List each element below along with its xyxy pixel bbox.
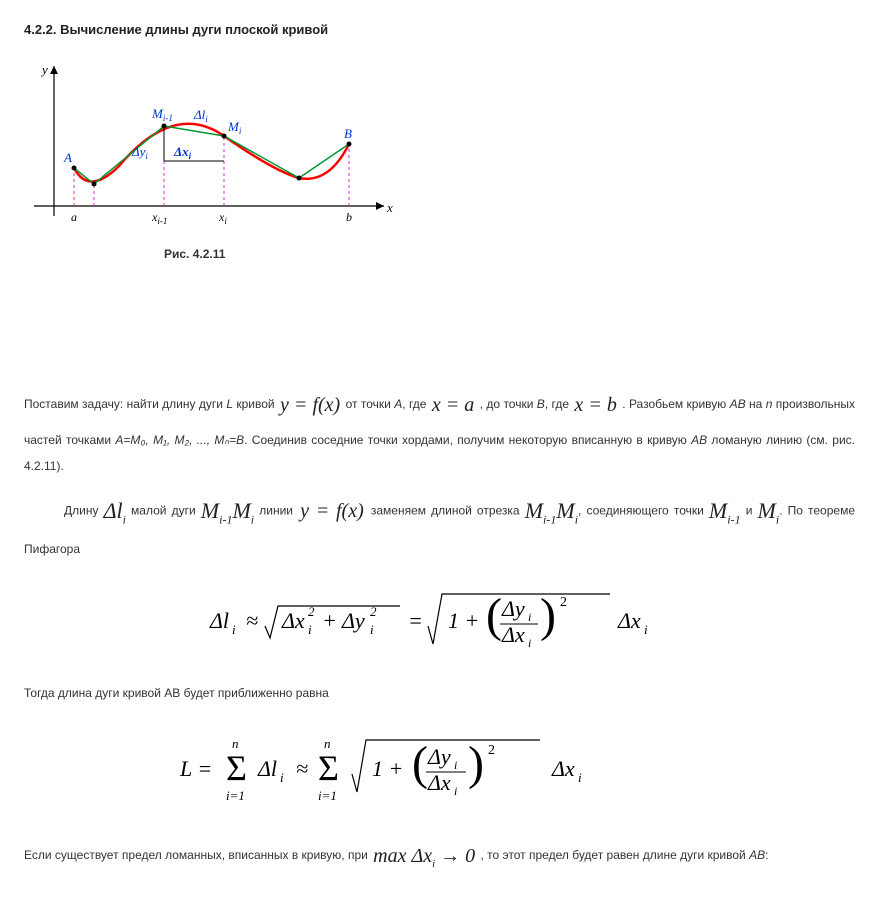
svg-text:i: i [280, 770, 284, 785]
svg-text:Mi: Mi [227, 119, 242, 136]
arc-length-diagram: x y A B Mi-1 Mi Δli Δyi Δxi a xi-1 xi b [24, 56, 394, 236]
paragraph-3: Тогда длина дуги кривой AB будет приближ… [24, 680, 855, 706]
p2-text2: малой дуги [131, 504, 201, 518]
formula-Mi1: Mi-1 [709, 498, 741, 523]
formula-max: max Δxi → 0 [371, 845, 477, 867]
formula-yfx2: y = f(x) [298, 500, 366, 522]
sym-AB: AB [730, 397, 746, 411]
svg-text:Δx: Δx [501, 622, 525, 647]
svg-text:Δx: Δx [281, 608, 305, 633]
p2-text5: , соединяющего точки [578, 504, 709, 518]
points-list: A=M₀, M₁, M₂, ..., Mₙ=B [115, 433, 244, 447]
svg-text:(: ( [486, 589, 502, 642]
svg-text:): ) [468, 737, 484, 790]
svg-text:2: 2 [560, 595, 567, 610]
svg-text:Mi-1: Mi-1 [151, 106, 173, 123]
svg-text:≈: ≈ [246, 608, 258, 633]
svg-text:Δl: Δl [257, 756, 277, 781]
svg-text:Δy: Δy [501, 596, 525, 621]
svg-text:): ) [540, 589, 556, 642]
figure-caption: Рис. 4.2.11 [164, 245, 855, 263]
sym-AB3: AB [749, 849, 765, 863]
p1-text8: на [746, 397, 766, 411]
svg-text:i: i [232, 622, 236, 637]
svg-text:2: 2 [308, 604, 315, 619]
svg-text:i: i [528, 636, 531, 650]
p1-text4: , где [402, 397, 430, 411]
equation-1: Δli ≈ Δxi2 + Δyi2 = 1 + ( Δyi Δxi ) 2 Δx… [24, 586, 855, 656]
p1-text5: , до точки [480, 397, 537, 411]
p2-text4: заменяем длиной отрезка [371, 504, 525, 518]
sym-AB2: AB [691, 433, 707, 447]
svg-text:i: i [644, 622, 648, 637]
svg-text:=: = [408, 608, 423, 633]
svg-text:Δl: Δl [209, 608, 229, 633]
svg-text:Σ: Σ [318, 748, 339, 788]
svg-text:Δxi: Δxi [173, 144, 192, 161]
svg-text:n: n [324, 736, 331, 751]
svg-text:n: n [232, 736, 239, 751]
p1-text10: . Соединив соседние точки хордами, получ… [244, 433, 691, 447]
svg-text:a: a [71, 210, 77, 224]
sym-L: L [226, 397, 233, 411]
svg-text:≈: ≈ [296, 756, 308, 781]
p1-text: Поставим задачу: найти длину дуги [24, 397, 226, 411]
formula-Mi: Mi [758, 498, 780, 523]
figure-4-2-11: x y A B Mi-1 Mi Δli Δyi Δxi a xi-1 xi b [24, 56, 855, 263]
svg-text:Δx: Δx [427, 770, 451, 795]
p1-text3: от точки [346, 397, 395, 411]
equation-2: L = Σ n i=1 Δli ≈ Σ n i=1 1 + ( Δyi Δxi … [24, 730, 855, 810]
svg-text:Σ: Σ [226, 748, 247, 788]
svg-text:(: ( [412, 737, 428, 790]
section-title: 4.2.2. Вычисление длины дуги плоской кри… [24, 20, 855, 40]
svg-text:Δli: Δli [193, 107, 208, 124]
svg-text:i: i [454, 784, 457, 798]
paragraph-1: Поставим задачу: найти длину дуги L крив… [24, 383, 855, 480]
svg-text:i: i [308, 622, 312, 637]
svg-text:i: i [528, 610, 531, 624]
svg-text:L =: L = [179, 756, 212, 781]
svg-text:y: y [40, 62, 48, 77]
paragraph-2: Длину Δli малой дуги Mi-1Mi линии y = f(… [24, 487, 855, 562]
p1-text2: кривой [233, 397, 278, 411]
svg-text:A: A [63, 150, 72, 165]
svg-text:+ Δy: + Δy [322, 608, 365, 633]
svg-text:x: x [386, 200, 393, 215]
svg-text:i=1: i=1 [226, 788, 245, 803]
svg-text:2: 2 [488, 743, 495, 758]
p2-text3: линии [259, 504, 298, 518]
svg-text:xi-1: xi-1 [151, 210, 167, 226]
sym-B: B [537, 397, 545, 411]
svg-text:Δx: Δx [551, 756, 575, 781]
svg-text:B: B [344, 126, 352, 141]
svg-text:xi: xi [218, 210, 227, 226]
paragraph-4: Если существует предел ломанных, вписанн… [24, 834, 855, 878]
p4-text3: : [765, 849, 768, 863]
svg-text:1 +: 1 + [448, 608, 479, 633]
p4-text1: Если существует предел ломанных, вписанн… [24, 849, 371, 863]
formula-arc: Mi-1Mi [201, 498, 254, 523]
formula-xb: x = b [572, 394, 618, 416]
svg-text:Δx: Δx [617, 608, 641, 633]
formula-dli: Δli [104, 498, 126, 523]
svg-text:b: b [346, 210, 352, 224]
svg-text:i: i [454, 758, 457, 772]
formula-xa: x = a [430, 394, 476, 416]
svg-text:i=1: i=1 [318, 788, 337, 803]
p4-text2: , то этот предел будет равен длине дуги … [481, 849, 750, 863]
svg-text:i: i [370, 622, 374, 637]
formula-seg: Mi-1Mi [525, 498, 578, 523]
svg-text:2: 2 [370, 604, 377, 619]
p2-text6: и [746, 504, 758, 518]
p2-text1: Длину [64, 504, 104, 518]
svg-text:i: i [578, 770, 582, 785]
formula-yfx: y = f(x) [278, 394, 342, 416]
p1-text7: . Разобьем кривую [622, 397, 729, 411]
svg-text:1 +: 1 + [372, 756, 403, 781]
svg-text:Δyi: Δyi [131, 144, 148, 161]
p1-text6: , где [545, 397, 573, 411]
svg-text:Δy: Δy [427, 744, 451, 769]
